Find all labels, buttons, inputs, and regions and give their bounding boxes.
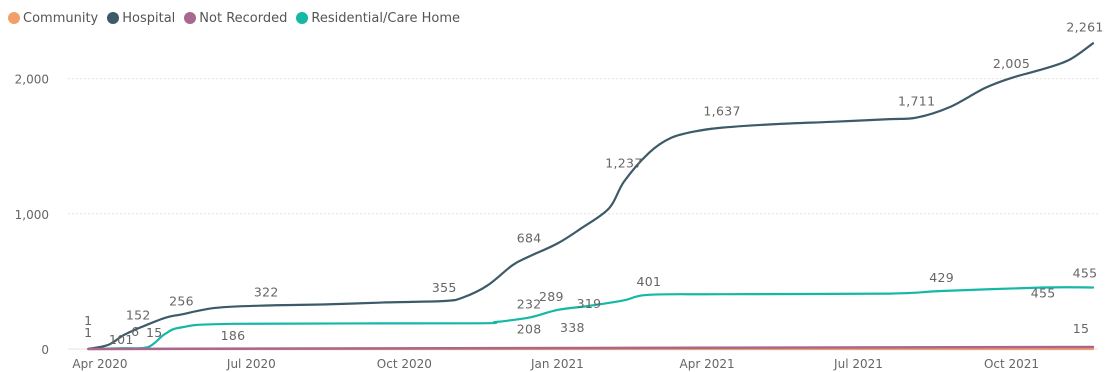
data-label: 101 xyxy=(109,332,134,347)
y-tick-label: 2,000 xyxy=(15,73,49,87)
x-tick-label: Jul 2021 xyxy=(833,357,883,371)
data-label: 15 xyxy=(146,325,163,340)
data-label: 1 xyxy=(84,313,92,328)
series-line-residential-care-home[interactable] xyxy=(87,286,1095,350)
legend-label-not-recorded: Not Recorded xyxy=(199,10,288,26)
data-label: 322 xyxy=(254,284,279,299)
data-label: 152 xyxy=(126,307,151,322)
x-tick-label: Jan 2021 xyxy=(530,357,584,371)
data-label: 1,637 xyxy=(703,104,740,119)
legend-swatch-community xyxy=(8,12,20,24)
series-line-hospital[interactable] xyxy=(87,42,1095,350)
legend-swatch-not-recorded xyxy=(184,12,197,24)
x-axis: Apr 2020 Jul 2020 Oct 2020 Jan 2021 Apr 2021… xyxy=(72,357,1039,371)
series-line-not-recorded[interactable] xyxy=(87,345,1095,351)
data-label: 6 xyxy=(131,324,139,339)
data-label: 1,711 xyxy=(898,94,935,109)
y-tick-label: 0 xyxy=(41,343,49,357)
data-label: 15 xyxy=(1073,321,1090,336)
series-lines xyxy=(87,42,1095,351)
data-label: 1,237 xyxy=(605,156,642,171)
data-label: 401 xyxy=(636,274,661,289)
data-label: 355 xyxy=(432,280,457,295)
data-label: 186 xyxy=(221,328,246,343)
legend-label-hospital: Hospital xyxy=(122,10,176,26)
data-label: 256 xyxy=(169,293,194,308)
x-tick-label: Oct 2021 xyxy=(984,357,1039,371)
legend-item-hospital[interactable]: Hospital xyxy=(107,11,175,26)
data-label: 208 xyxy=(517,322,542,337)
legend-label-residential-care-home: Residential/Care Home xyxy=(311,10,460,26)
x-tick-label: Apr 2021 xyxy=(680,357,735,371)
data-label: 289 xyxy=(539,289,564,304)
legend-item-community[interactable]: Community xyxy=(8,11,98,26)
data-label: 2,005 xyxy=(993,56,1030,71)
x-tick-label: Jul 2020 xyxy=(226,357,276,371)
data-label: 2,261 xyxy=(1066,19,1103,34)
legend-label-community: Community xyxy=(23,10,99,26)
data-label: 455 xyxy=(1031,285,1056,300)
legend: Community Hospital Not Recorded Resident… xyxy=(8,9,460,27)
data-label: 319 xyxy=(577,296,602,311)
data-label: 684 xyxy=(517,231,542,246)
legend-item-not-recorded[interactable]: Not Recorded xyxy=(184,11,287,26)
legend-swatch-hospital xyxy=(107,12,120,24)
y-axis: 0 1,000 2,000 xyxy=(15,73,49,357)
data-label: 429 xyxy=(929,270,954,285)
x-tick-label: Oct 2020 xyxy=(377,357,432,371)
legend-swatch-residential-care-home xyxy=(296,12,309,24)
y-tick-label: 1,000 xyxy=(15,208,49,222)
legend-item-residential-care-home[interactable]: Residential/Care Home xyxy=(296,11,460,26)
data-label: 232 xyxy=(517,297,542,312)
data-label: 1 xyxy=(84,325,92,340)
data-label: 338 xyxy=(560,320,585,335)
x-tick-label: Apr 2020 xyxy=(72,357,127,371)
data-label: 455 xyxy=(1073,265,1098,280)
data-labels: 11 152 256 322 355 684 1,237 1,637 1,711 2,005 2,2… xyxy=(84,19,1103,347)
